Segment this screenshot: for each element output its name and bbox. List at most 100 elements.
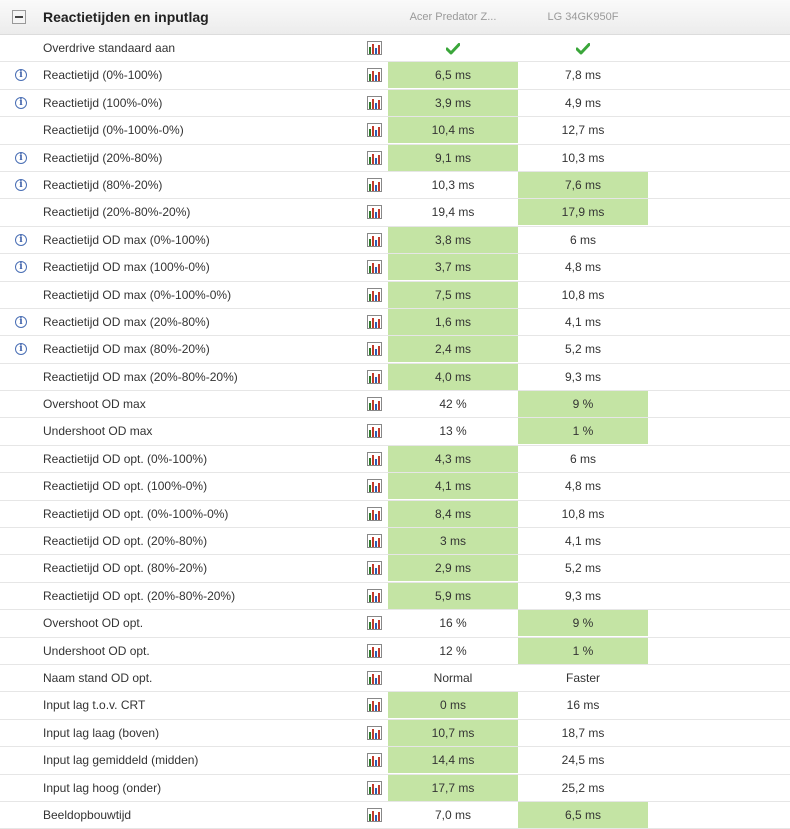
table-row: Beeldopbouwtijd 7,0 ms 6,5 ms bbox=[0, 801, 790, 829]
table-row: i Reactietijd OD max (20%-80%) 1,6 ms 4,1 m… bbox=[0, 308, 790, 337]
value-cell-product-2: 12,7 ms bbox=[561, 123, 605, 138]
bar-chart-icon[interactable] bbox=[367, 177, 382, 192]
value-cell-product-1: 4,1 ms bbox=[388, 473, 518, 500]
table-row: Reactietijd (0%-100%-0%) 10,4 ms 12,7 ms bbox=[0, 117, 790, 145]
value-cell-product-2: Faster bbox=[565, 670, 600, 685]
value-cell-product-1: 19,4 ms bbox=[431, 205, 475, 220]
value-cell-product-2: 18,7 ms bbox=[561, 725, 605, 740]
row-label: Reactietijd OD max (20%-80%) bbox=[43, 314, 210, 329]
bar-chart-icon[interactable] bbox=[367, 95, 382, 110]
info-icon[interactable]: i bbox=[15, 315, 27, 328]
table-row: Reactietijd OD opt. (0%-100%) 4,3 ms 6 ms bbox=[0, 445, 790, 474]
value-cell-product-1: Normal bbox=[433, 670, 473, 685]
row-label: Overdrive standaard aan bbox=[43, 41, 176, 55]
bar-chart-icon[interactable] bbox=[367, 670, 382, 685]
info-icon[interactable]: i bbox=[15, 343, 27, 356]
info-icon[interactable]: i bbox=[15, 178, 27, 191]
bar-chart-icon[interactable] bbox=[367, 561, 382, 576]
row-label: Reactietijd (0%-100%-0%) bbox=[43, 123, 184, 138]
value-cell-product-1: 5,9 ms bbox=[388, 582, 518, 609]
bar-chart-icon[interactable] bbox=[367, 68, 382, 83]
row-label: Undershoot OD max bbox=[43, 424, 153, 439]
value-cell-product-2: 10,3 ms bbox=[561, 150, 605, 165]
value-cell-product-2: 4,1 ms bbox=[564, 314, 601, 329]
value-cell-product-2: 1 % bbox=[518, 637, 648, 664]
value-cell-product-1: 1,6 ms bbox=[388, 308, 518, 335]
bar-chart-icon[interactable] bbox=[367, 506, 382, 521]
table-row: Undershoot OD max 13 % 1 % bbox=[0, 418, 790, 446]
bar-chart-icon[interactable] bbox=[367, 123, 382, 138]
row-label: Reactietijd OD max (0%-100%-0%) bbox=[43, 287, 232, 302]
bar-chart-icon[interactable] bbox=[367, 41, 382, 55]
bar-chart-icon[interactable] bbox=[367, 479, 382, 494]
bar-chart-icon[interactable] bbox=[367, 287, 382, 302]
value-cell-product-2: 9,3 ms bbox=[564, 369, 601, 384]
bar-chart-icon[interactable] bbox=[367, 807, 382, 822]
checkmark-icon bbox=[576, 42, 590, 55]
value-cell-product-2: 1 % bbox=[518, 418, 648, 445]
bar-chart-icon[interactable] bbox=[367, 588, 382, 603]
column-header-product-2[interactable]: LG 34GK950F bbox=[547, 11, 619, 23]
table-row: Naam stand OD opt. Normal Faster bbox=[0, 665, 790, 693]
bar-chart-icon[interactable] bbox=[367, 342, 382, 357]
table-row: Overshoot OD max 42 % 9 % bbox=[0, 391, 790, 419]
table-row: i Reactietijd (100%-0%) 3,9 ms 4,9 ms bbox=[0, 89, 790, 118]
section-header: Reactietijden en inputlag Acer Predator … bbox=[0, 0, 790, 35]
row-label: Reactietijd OD max (100%-0%) bbox=[43, 260, 210, 275]
bar-chart-icon[interactable] bbox=[367, 534, 382, 549]
bar-chart-icon[interactable] bbox=[367, 753, 382, 768]
bar-chart-icon[interactable] bbox=[367, 260, 382, 275]
row-label: Beeldopbouwtijd bbox=[43, 807, 132, 822]
table-row: i Reactietijd (80%-20%) 10,3 ms 7,6 ms bbox=[0, 171, 790, 200]
info-icon[interactable]: i bbox=[15, 96, 27, 109]
table-row: Overdrive standaard aan bbox=[0, 35, 790, 63]
row-label: Reactietijd (20%-80%) bbox=[43, 150, 163, 165]
bar-chart-icon[interactable] bbox=[367, 643, 382, 658]
value-cell-product-2: 7,8 ms bbox=[564, 68, 601, 83]
value-cell-product-1: 0 ms bbox=[388, 692, 518, 719]
value-cell-product-1: 10,7 ms bbox=[388, 719, 518, 746]
bar-chart-icon[interactable] bbox=[367, 616, 382, 631]
table-row: i Reactietijd OD max (80%-20%) 2,4 ms 5,2 m… bbox=[0, 336, 790, 364]
value-cell-product-2: 9 % bbox=[518, 610, 648, 637]
bar-chart-icon[interactable] bbox=[367, 205, 382, 220]
value-cell-product-1 bbox=[388, 35, 518, 61]
info-icon[interactable]: i bbox=[15, 233, 27, 246]
row-label: Reactietijd OD max (0%-100%) bbox=[43, 232, 210, 247]
bar-chart-icon[interactable] bbox=[367, 397, 382, 412]
value-cell-product-2: 4,9 ms bbox=[564, 95, 601, 110]
table-row: Reactietijd OD max (0%-100%-0%) 7,5 ms 10,… bbox=[0, 281, 790, 309]
bar-chart-icon[interactable] bbox=[367, 424, 382, 439]
row-label: Reactietijd OD opt. (20%-80%-20%) bbox=[43, 588, 236, 603]
bar-chart-icon[interactable] bbox=[367, 451, 382, 466]
row-label: Reactietijd (20%-80%-20%) bbox=[43, 205, 191, 220]
collapse-icon[interactable] bbox=[12, 10, 26, 24]
table-row: Input lag t.o.v. CRT 0 ms 16 ms bbox=[0, 692, 790, 720]
info-icon[interactable]: i bbox=[15, 261, 27, 274]
value-cell-product-2: 6 ms bbox=[569, 232, 596, 247]
bar-chart-icon[interactable] bbox=[367, 369, 382, 384]
table-row: Input lag laag (boven) 10,7 ms 18,7 ms bbox=[0, 719, 790, 748]
row-label: Reactietijd OD opt. (20%-80%) bbox=[43, 534, 208, 549]
column-header-product-1[interactable]: Acer Predator Z... bbox=[409, 11, 497, 23]
bar-chart-icon[interactable] bbox=[367, 780, 382, 795]
info-icon[interactable]: i bbox=[15, 151, 27, 164]
bar-chart-icon[interactable] bbox=[367, 725, 382, 740]
table-row: Reactietijd OD opt. (100%-0%) 4,1 ms 4,8 m… bbox=[0, 473, 790, 501]
table-row: i Reactietijd (0%-100%) 6,5 ms 7,8 ms bbox=[0, 62, 790, 90]
value-cell-product-1: 3,9 ms bbox=[388, 89, 518, 116]
bar-chart-icon[interactable] bbox=[367, 314, 382, 329]
table-row: Input lag hoog (onder) 17,7 ms 25,2 ms bbox=[0, 774, 790, 802]
row-label: Reactietijd OD max (20%-80%-20%) bbox=[43, 369, 238, 384]
row-label: Reactietijd OD opt. (0%-100%-0%) bbox=[43, 506, 229, 521]
table-row: Reactietijd OD opt. (20%-80%) 3 ms 4,1 ms bbox=[0, 528, 790, 556]
bar-chart-icon[interactable] bbox=[367, 232, 382, 247]
value-cell-product-2: 4,1 ms bbox=[564, 534, 601, 549]
bar-chart-icon[interactable] bbox=[367, 150, 382, 165]
value-cell-product-1: 13 % bbox=[439, 424, 467, 439]
bar-chart-icon[interactable] bbox=[367, 698, 382, 713]
value-cell-product-2: 16 ms bbox=[566, 698, 600, 713]
info-icon[interactable]: i bbox=[15, 69, 27, 82]
row-label: Input lag t.o.v. CRT bbox=[43, 698, 146, 713]
